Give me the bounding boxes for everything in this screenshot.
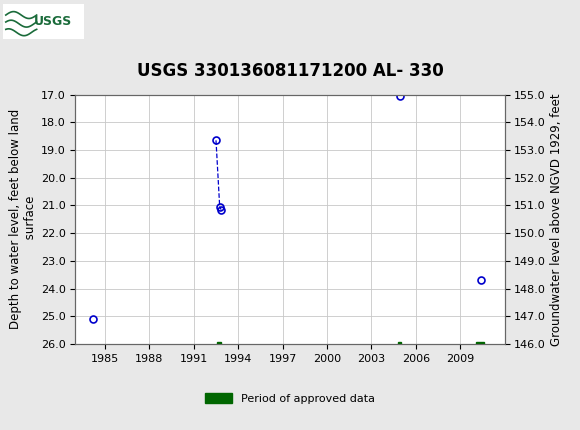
Y-axis label: Depth to water level, feet below land
 surface: Depth to water level, feet below land su… bbox=[9, 109, 37, 329]
Y-axis label: Groundwater level above NGVD 1929, feet: Groundwater level above NGVD 1929, feet bbox=[550, 93, 563, 346]
Text: USGS 330136081171200 AL- 330: USGS 330136081171200 AL- 330 bbox=[137, 61, 443, 80]
Legend: Period of approved data: Period of approved data bbox=[200, 389, 380, 408]
Bar bbox=[476, 342, 484, 346]
Bar bbox=[217, 342, 221, 346]
Bar bbox=[3, 4, 84, 39]
Text: USGS: USGS bbox=[34, 15, 72, 28]
Bar bbox=[398, 342, 401, 346]
